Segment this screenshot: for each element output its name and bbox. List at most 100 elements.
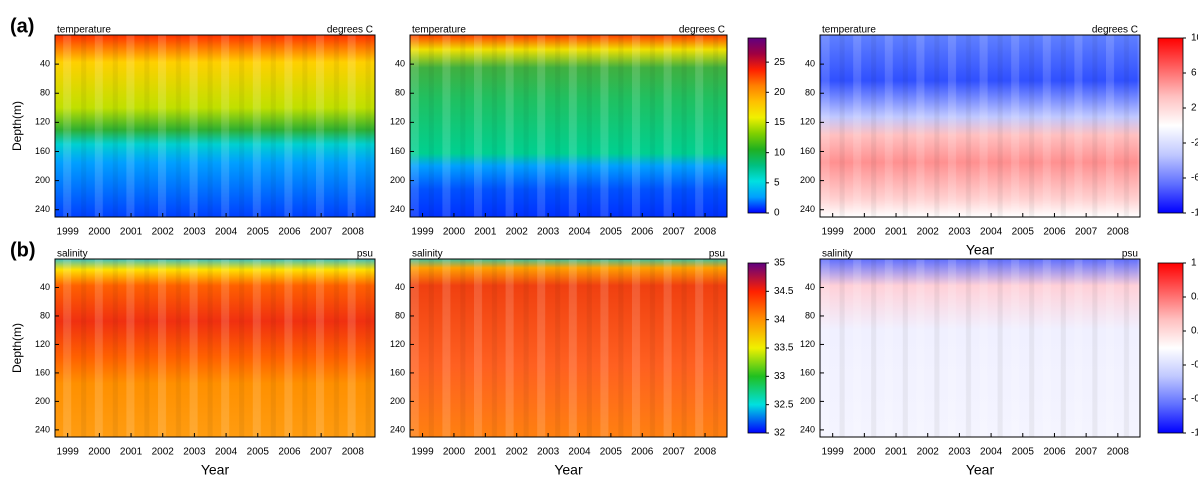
x-tick-label: 2000 — [88, 227, 111, 238]
y-tick-label: 240 — [800, 424, 815, 434]
panel-units: psu — [1122, 249, 1138, 260]
colorbar-tick-label: 33 — [774, 371, 786, 382]
x-tick-label: 2007 — [663, 447, 686, 458]
panel-units: psu — [357, 249, 373, 260]
colorbar-tick-label: -0.2 — [1191, 360, 1198, 371]
y-tick-label: 80 — [805, 310, 815, 320]
x-tick-label: 2000 — [443, 227, 466, 238]
colorbar-tick-label: 10 — [1191, 33, 1198, 44]
y-tick-label: 40 — [805, 58, 815, 68]
colorbar-tick-label: 6 — [1191, 68, 1197, 79]
colorbar-tick-label: 10 — [774, 147, 786, 158]
colorbar-tick-label: -2 — [1191, 138, 1198, 149]
x-tick-label: 2001 — [474, 447, 497, 458]
x-tick-label: 2006 — [1043, 227, 1066, 238]
field-texture — [55, 259, 375, 437]
plot-frame — [409, 34, 728, 218]
y-axis-label: Depth(m) — [10, 101, 24, 151]
x-tick-label: 2007 — [1075, 447, 1098, 458]
x-tick-label: 2007 — [310, 447, 333, 458]
x-tick-label: 1999 — [57, 447, 80, 458]
colorbar-tick-label: -1 — [1191, 428, 1198, 439]
colorbar-tick-label: 0 — [774, 208, 780, 219]
panel-label: (a) — [10, 15, 34, 37]
y-tick-label: 200 — [390, 396, 405, 406]
x-tick-label: 2001 — [120, 227, 143, 238]
x-tick-label: 2004 — [980, 447, 1003, 458]
x-tick-label: 2002 — [152, 447, 175, 458]
x-axis-label: Year — [966, 462, 995, 477]
y-tick-label: 120 — [35, 339, 50, 349]
y-tick-label: 160 — [390, 146, 405, 156]
y-tick-label: 120 — [800, 117, 815, 127]
panel-title: salinity — [822, 249, 853, 260]
colorbar — [747, 262, 767, 434]
panel-title: salinity — [57, 249, 88, 260]
y-tick-label: 160 — [800, 146, 815, 156]
x-tick-label: 2008 — [1107, 447, 1130, 458]
colorbar — [747, 37, 767, 214]
x-tick-label: 2006 — [631, 227, 654, 238]
colorbar — [1157, 37, 1184, 214]
x-tick-label: 2005 — [247, 447, 270, 458]
y-tick-label: 200 — [35, 175, 50, 185]
panel-units: degrees C — [679, 25, 725, 36]
x-tick-label: 2003 — [537, 447, 560, 458]
field-texture — [410, 259, 727, 437]
x-tick-label: 2008 — [342, 447, 365, 458]
x-tick-label: 2007 — [663, 227, 686, 238]
panel-units: psu — [709, 249, 725, 260]
x-tick-label: 2003 — [183, 447, 206, 458]
x-tick-label: 1999 — [822, 227, 845, 238]
x-tick-label: 2000 — [88, 447, 111, 458]
x-tick-label: 2005 — [247, 227, 270, 238]
colorbar — [1157, 262, 1184, 434]
colorbar-tick-label: 15 — [774, 117, 786, 128]
x-tick-label: 2003 — [537, 227, 560, 238]
colorbar-tick-label: 1 — [1191, 258, 1197, 269]
x-tick-label: 2008 — [342, 227, 365, 238]
x-tick-label: 2006 — [1043, 447, 1066, 458]
y-tick-label: 200 — [800, 396, 815, 406]
field-texture — [820, 259, 1140, 437]
x-tick-label: 2000 — [853, 227, 876, 238]
colorbar-tick-label: 34 — [774, 314, 786, 325]
x-tick-label: 2005 — [1012, 447, 1035, 458]
panel-title: temperature — [822, 25, 876, 36]
y-tick-label: 120 — [35, 117, 50, 127]
plot-frame — [819, 34, 1141, 218]
y-tick-label: 200 — [390, 175, 405, 185]
x-tick-label: 2005 — [600, 227, 623, 238]
x-tick-label: 2007 — [1075, 227, 1098, 238]
colorbar-tick-label: -10 — [1191, 208, 1198, 219]
x-tick-label: 2004 — [215, 447, 238, 458]
y-tick-label: 240 — [390, 204, 405, 214]
field-texture — [55, 35, 375, 217]
y-tick-label: 120 — [390, 339, 405, 349]
y-tick-label: 80 — [395, 310, 405, 320]
x-tick-label: 2002 — [917, 227, 940, 238]
panel-units: degrees C — [1092, 25, 1138, 36]
x-axis-label: Year — [554, 462, 583, 477]
x-tick-label: 2005 — [600, 447, 623, 458]
y-tick-label: 240 — [800, 204, 815, 214]
x-tick-label: 2006 — [278, 227, 301, 238]
y-tick-label: 80 — [805, 88, 815, 98]
field-texture — [410, 35, 727, 217]
y-tick-label: 40 — [395, 282, 405, 292]
panel-title: temperature — [412, 25, 466, 36]
y-tick-label: 120 — [800, 339, 815, 349]
y-tick-label: 80 — [395, 88, 405, 98]
x-tick-label: 2008 — [1107, 227, 1130, 238]
x-tick-label: 2002 — [152, 227, 175, 238]
x-tick-label: 2003 — [183, 227, 206, 238]
colorbar-tick-label: -6 — [1191, 173, 1198, 184]
x-tick-label: 2000 — [443, 447, 466, 458]
x-tick-label: 1999 — [411, 227, 434, 238]
y-tick-label: 240 — [390, 424, 405, 434]
colorbar-tick-label: -0.6 — [1191, 394, 1198, 405]
x-tick-label: 1999 — [411, 447, 434, 458]
panel-title: temperature — [57, 25, 111, 36]
x-axis-label: Year — [966, 242, 995, 258]
